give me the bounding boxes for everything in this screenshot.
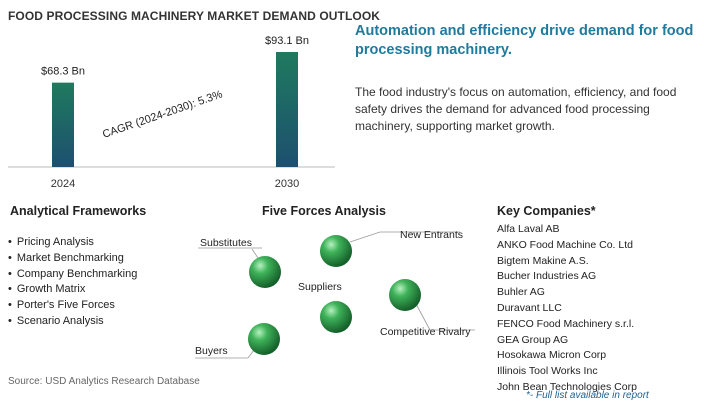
rivalry-sphere (389, 279, 421, 311)
company-item: ANKO Food Machine Co. Ltd (497, 238, 633, 251)
bar-value-label: $68.3 Bn (41, 66, 85, 78)
five-forces-title: Five Forces Analysis (262, 204, 386, 218)
framework-item: Porter's Five Forces (8, 298, 137, 314)
company-item: Hosokawa Micron Corp (497, 349, 607, 362)
five-forces-diagram: Substitutes New Entrants Suppliers Compe… (195, 229, 475, 359)
cagr-annotation: CAGR (2024-2030): 5.3% (101, 88, 224, 140)
framework-item: Pricing Analysis (8, 235, 137, 251)
source-text: Source: USD Analytics Research Database (8, 376, 200, 387)
framework-item: Company Benchmarking (8, 267, 137, 283)
rivalry-label: Competitive Rivalry (380, 326, 471, 338)
connector-line (349, 231, 381, 243)
substitutes-label: Substitutes (200, 237, 252, 249)
companies-list: Alfa Laval AB ANKO Food Machine Co. Ltd Bi… (497, 222, 637, 396)
new-entrants-label: New Entrants (400, 229, 463, 241)
bar-2030 (276, 52, 298, 167)
frameworks-list: Pricing AnalysisMarket BenchmarkingCompa… (8, 235, 137, 330)
key-companies-title: Key Companies* (497, 204, 596, 218)
full-list-note: *- Full list available in report (526, 390, 649, 401)
substitutes-sphere (249, 256, 281, 288)
company-item: John Bean Technologies Corp (497, 380, 637, 393)
new-entrants-sphere (320, 235, 352, 267)
framework-item: Growth Matrix (8, 282, 137, 298)
framework-item: Scenario Analysis (8, 314, 137, 330)
bar-value-label: $93.1 Bn (265, 35, 309, 47)
frameworks-title: Analytical Frameworks (10, 204, 147, 218)
company-item: Bigtem Makine A.S. (497, 254, 589, 267)
x-tick-label: 2024 (51, 178, 75, 190)
connector-line (414, 301, 431, 331)
suppliers-label: Suppliers (298, 281, 342, 293)
connector-line (247, 349, 255, 359)
market-bar-chart: $68.3 Bn 2024 $93.1 Bn 2030 CAGR (2024-2030… (8, 35, 335, 190)
suppliers-sphere (320, 301, 352, 333)
bar-2024 (52, 82, 74, 167)
page-title: FOOD PROCESSING MACHINERY MARKET DEMAND … (8, 9, 381, 23)
x-tick-label: 2030 (275, 178, 299, 190)
company-item: FENCO Food Machinery s.r.l. (497, 317, 635, 330)
summary-description: The food industry's focus on automation,… (355, 85, 677, 133)
buyers-label: Buyers (195, 345, 228, 357)
framework-item: Market Benchmarking (8, 251, 137, 267)
company-item: Alfa Laval AB (497, 223, 560, 235)
company-item: Bucher Industries AG (497, 270, 597, 283)
company-item: Buhler AG (497, 286, 545, 299)
summary-headline: Automation and efficiency drive demand f… (355, 23, 694, 58)
company-item: GEA Group AG (497, 333, 569, 346)
company-item: Illinois Tool Works Inc (497, 365, 598, 378)
company-item: Duravant LLC (497, 301, 562, 314)
buyers-sphere (248, 323, 280, 355)
